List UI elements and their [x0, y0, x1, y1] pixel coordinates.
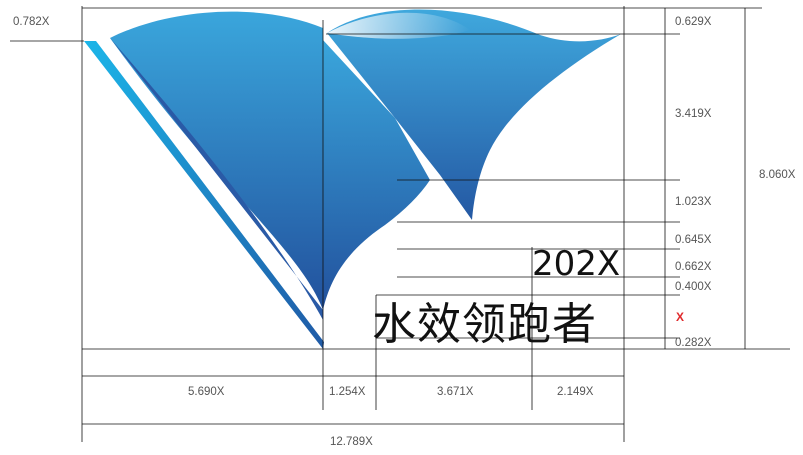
dim-right-5: 0.662X: [675, 261, 712, 273]
left-wing: [110, 11, 323, 310]
dim-bottom-1: 5.690X: [188, 386, 225, 398]
right-wing: [327, 9, 621, 221]
logo-wordmark: 水效领跑者: [372, 299, 597, 350]
logo-year-mark: 202X: [532, 244, 621, 284]
right-wing-sheen: [327, 12, 470, 39]
dim-right-6: 0.400X: [675, 281, 712, 293]
dim-right-8: 0.282X: [675, 337, 712, 349]
dim-bottom-3: 3.671X: [437, 386, 474, 398]
dim-right-1: 0.629X: [675, 16, 712, 28]
construction-lines: [10, 6, 790, 442]
logo-mark: [84, 9, 621, 349]
dim-top-left: 0.782X: [13, 16, 50, 28]
dim-total-width: 12.789X: [330, 436, 373, 448]
dim-right-4: 0.645X: [675, 234, 712, 246]
dimension-labels: 0.782X 0.629X 3.419X 1.023X 0.645X 0.662…: [13, 16, 796, 448]
dim-right-3: 1.023X: [675, 196, 712, 208]
center-wing: [323, 40, 430, 310]
left-stripe: [84, 41, 324, 349]
dim-bottom-4: 2.149X: [557, 386, 594, 398]
dim-x-marker: X: [676, 310, 684, 324]
dim-right-2: 3.419X: [675, 108, 712, 120]
dim-bottom-2: 1.254X: [329, 386, 366, 398]
dim-total-height: 8.060X: [759, 169, 796, 181]
